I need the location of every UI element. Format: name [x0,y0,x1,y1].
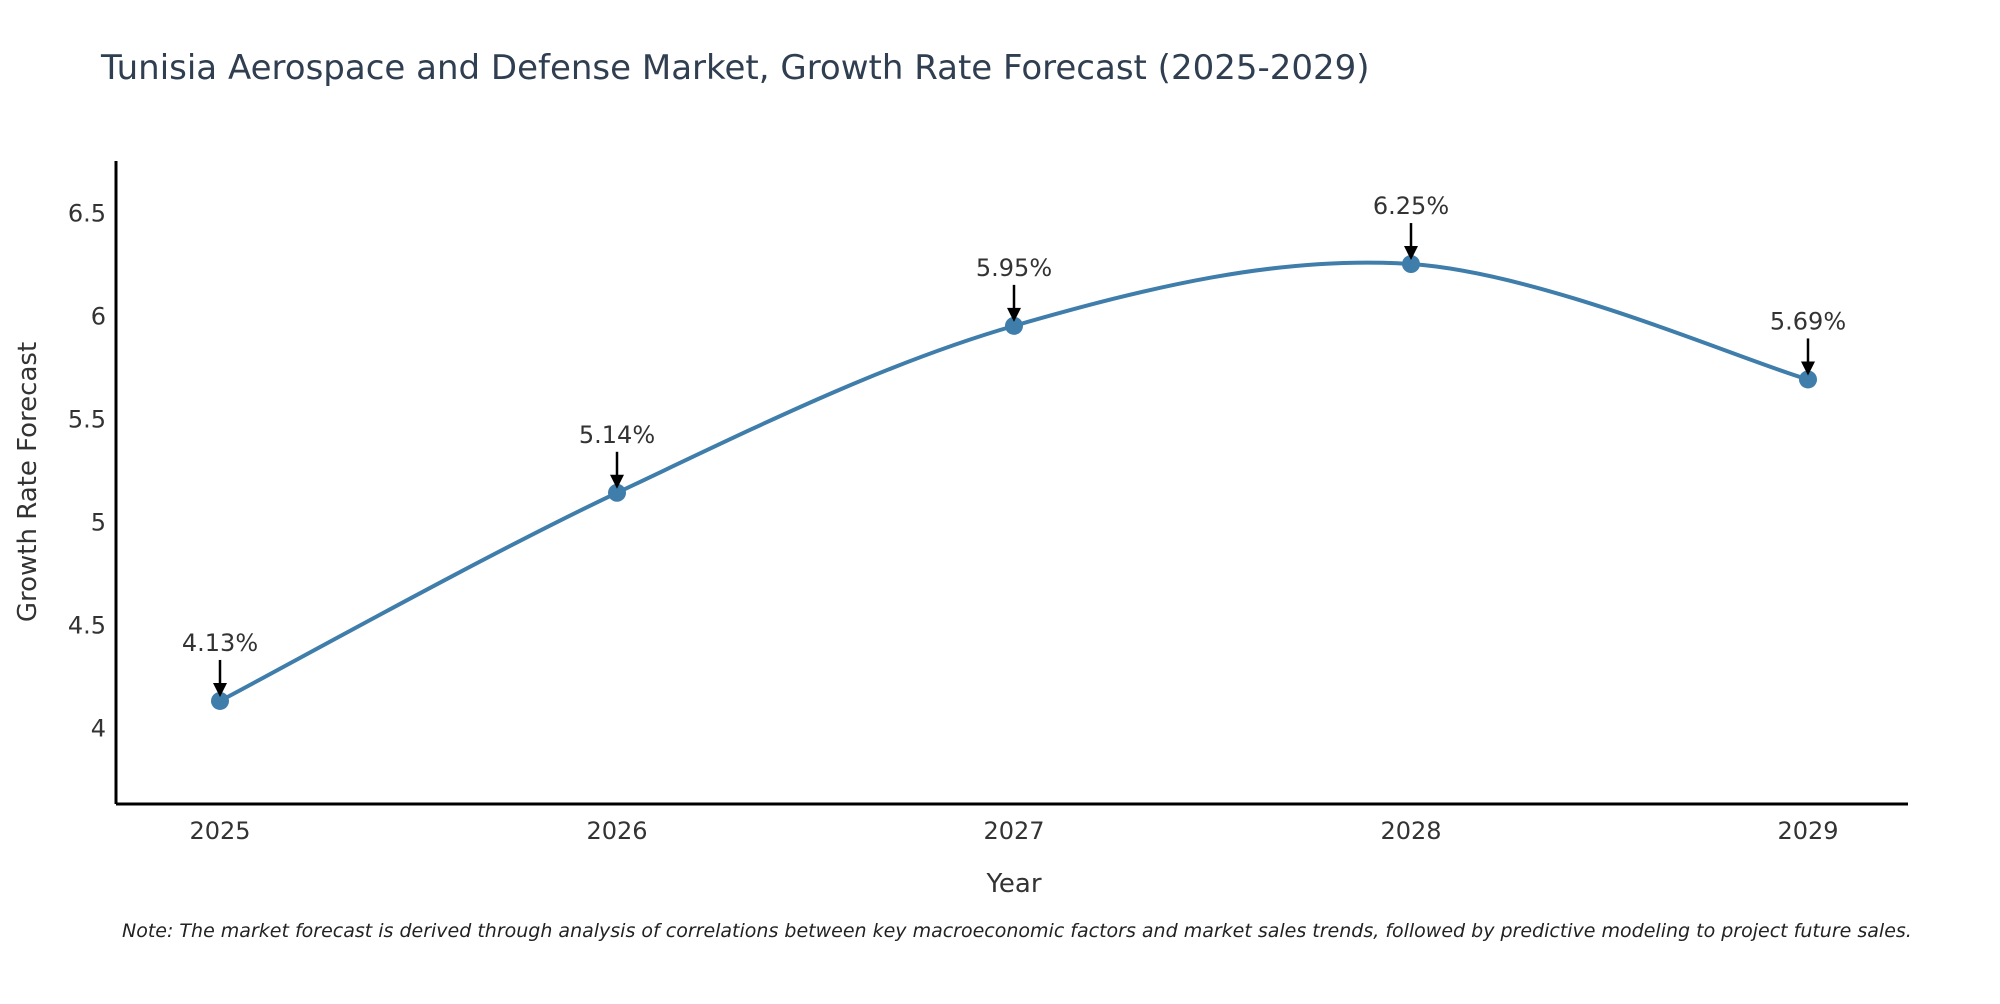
data-label: 4.13% [182,629,258,657]
data-label-annotation: 6.25% [1373,192,1449,261]
data-label-annotation: 5.95% [976,254,1052,322]
y-tick-label: 5.5 [68,406,106,434]
annotation-arrow-head [1801,361,1815,376]
y-tick-label: 4.5 [68,612,106,640]
data-label-annotation: 4.13% [182,629,258,697]
data-point [1799,370,1817,389]
data-label: 5.14% [579,421,655,449]
x-axis-title: Year [985,869,1041,899]
annotation-arrow-head [1007,307,1021,322]
x-tick-label: 2026 [586,817,647,845]
annotation-arrow-head [610,474,624,489]
data-label: 5.69% [1770,307,1846,335]
x-tick-label: 2025 [189,817,250,845]
x-tick-label: 2027 [983,817,1044,845]
y-tick-label: 6.5 [68,200,106,228]
data-point [1005,316,1023,335]
y-tick-label: 5 [91,509,106,537]
chart-title: Tunisia Aerospace and Defense Market, Gr… [101,48,1370,88]
data-label: 5.95% [976,254,1052,282]
y-axis-title: Growth Rate Forecast [13,342,43,622]
annotation-arrow-head [213,682,227,697]
y-tick-label: 4 [91,715,106,743]
chart-note: Note: The market forecast is derived thr… [122,920,1912,942]
data-label-annotation: 5.69% [1770,307,1846,376]
data-label: 6.25% [1373,192,1449,220]
data-point [608,483,626,502]
data-point [1402,255,1420,274]
annotation-arrow-head [1404,246,1418,261]
y-tick-label: 6 [91,303,106,331]
x-tick-label: 2028 [1380,817,1441,845]
x-tick-label: 2029 [1777,817,1838,845]
data-point [211,691,229,710]
data-label-annotation: 5.14% [579,421,655,489]
